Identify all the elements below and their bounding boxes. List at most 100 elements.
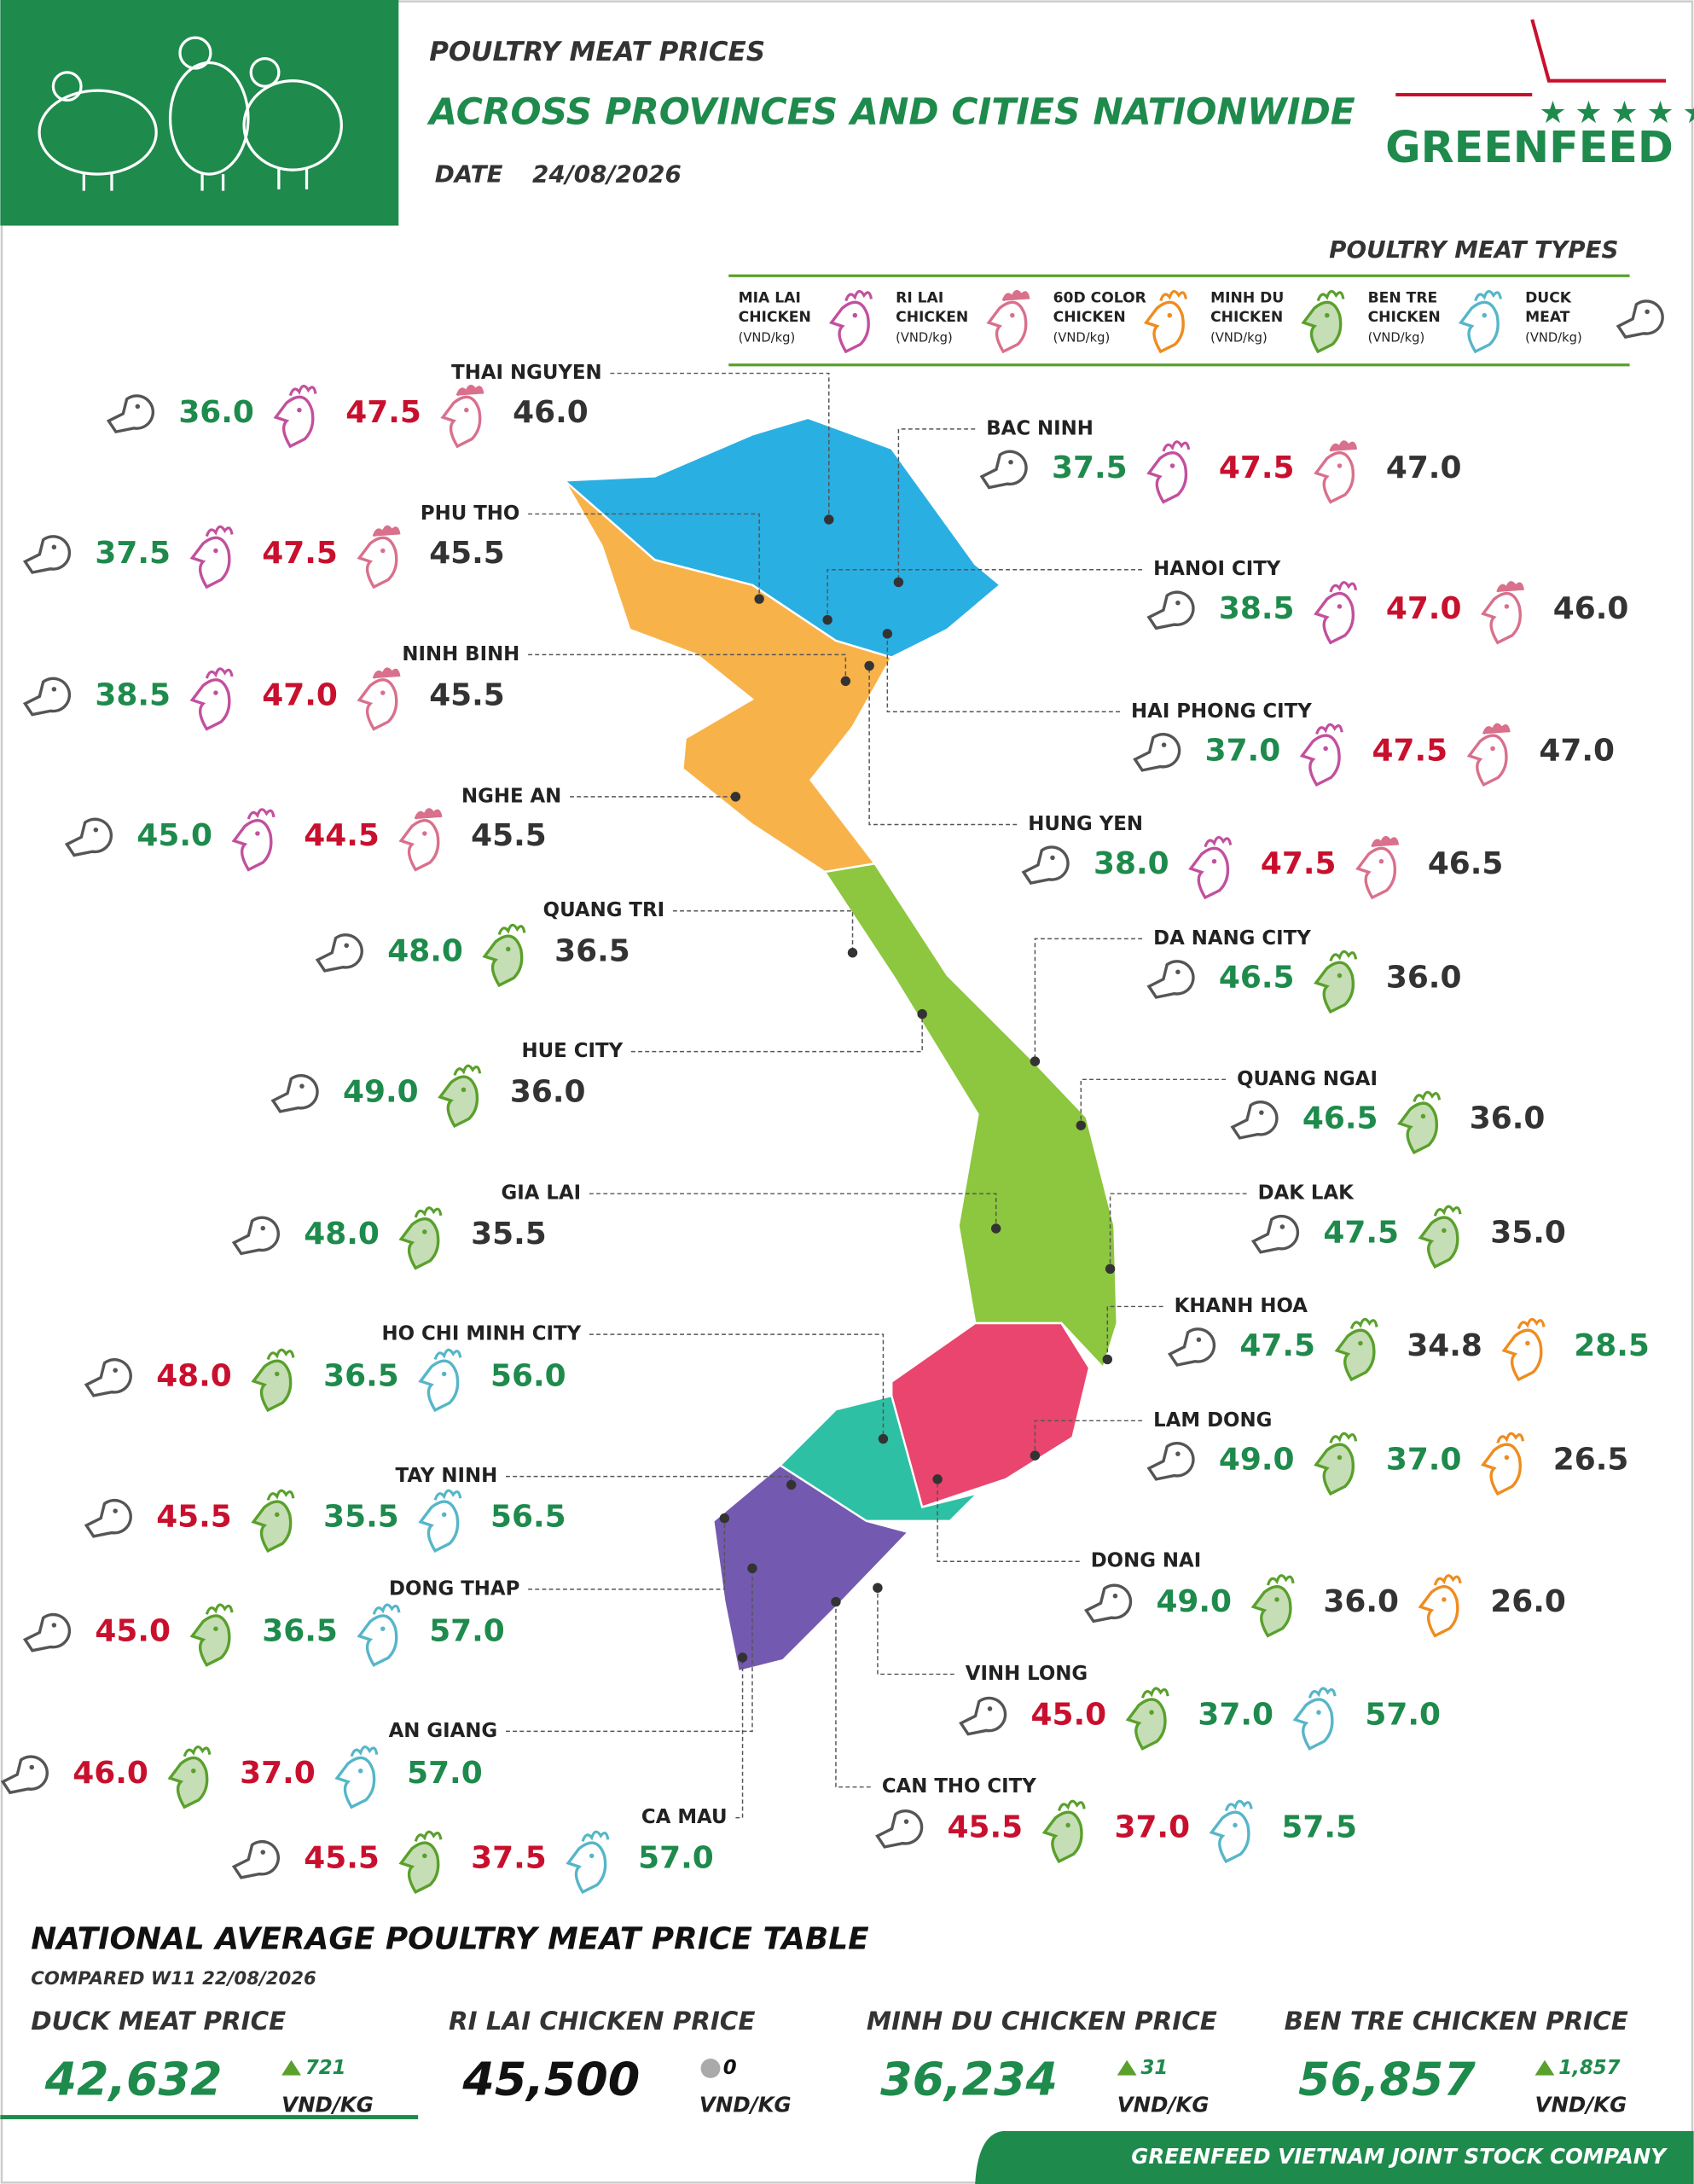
- meat-icon: [22, 677, 72, 717]
- comb: [1316, 289, 1345, 302]
- comb: [844, 289, 873, 302]
- comb: [1474, 289, 1502, 302]
- price: 45.0: [136, 818, 212, 853]
- price: 35.5: [471, 1217, 547, 1252]
- meat-icon: [1167, 1327, 1216, 1367]
- head: [482, 934, 524, 988]
- meat-icon: [398, 808, 443, 872]
- eye: [589, 1853, 595, 1859]
- head: [357, 678, 398, 731]
- eye: [1378, 858, 1384, 864]
- leader-line: [528, 513, 760, 600]
- legend-name: MIA LAI: [739, 289, 801, 306]
- head: [1041, 1810, 1083, 1864]
- comb: [1224, 1799, 1253, 1811]
- province-name: CAN THO CITY: [882, 1775, 1036, 1798]
- head: [1466, 734, 1508, 787]
- meat-icon: [1250, 1574, 1295, 1638]
- eye: [1504, 604, 1510, 609]
- meat-icon: [251, 1489, 295, 1554]
- chicken-art: [38, 36, 343, 191]
- meat-icon: [398, 1830, 443, 1895]
- price: 49.0: [1219, 1443, 1295, 1478]
- province-name: LAM DONG: [1153, 1409, 1272, 1432]
- province-name: BAC NINH: [986, 417, 1094, 439]
- province-dot: [882, 629, 893, 639]
- comb: [1266, 1574, 1295, 1586]
- meat-icon: [979, 450, 1028, 490]
- eye: [441, 1512, 447, 1518]
- average-value: 45,500: [461, 2052, 640, 2106]
- meat-icon: [357, 1603, 401, 1667]
- price: 56.0: [490, 1359, 566, 1394]
- province-dot: [917, 1008, 927, 1019]
- price: 45.5: [304, 1841, 380, 1876]
- meat-icon: [1314, 581, 1358, 645]
- head: [418, 1359, 460, 1413]
- price: 48.0: [387, 934, 463, 969]
- eye: [51, 687, 57, 692]
- meat-icon: [875, 1809, 924, 1849]
- eye: [380, 1626, 386, 1631]
- eye: [213, 690, 218, 695]
- comb: [183, 1745, 212, 1757]
- eye: [1196, 1337, 1202, 1343]
- comb: [1162, 440, 1191, 452]
- eye: [29, 1764, 35, 1770]
- head: [1501, 1328, 1543, 1382]
- legend-name: CHICKEN: [739, 309, 811, 326]
- price: 26.5: [1553, 1443, 1629, 1478]
- eye: [422, 1229, 427, 1234]
- eye: [213, 548, 218, 554]
- price: 47.5: [262, 536, 338, 571]
- meat-icon: [1314, 440, 1358, 504]
- leader-line: [868, 665, 1018, 826]
- meat-icon: [251, 1348, 295, 1413]
- eye: [274, 1512, 280, 1518]
- meat-icon: [231, 1216, 280, 1256]
- average-unit: VND/KG: [1535, 2093, 1627, 2117]
- comb: [1413, 1090, 1442, 1102]
- legend-name: DUCK: [1525, 289, 1572, 306]
- price: 46.0: [73, 1756, 148, 1791]
- leader-line: [505, 1475, 792, 1485]
- eye: [1420, 1113, 1426, 1119]
- eye: [113, 1508, 118, 1513]
- meat-icon: [231, 1840, 280, 1879]
- legend-name: CHICKEN: [1368, 309, 1441, 326]
- logo-mark: ★★★★★: [1395, 19, 1694, 131]
- head: [1125, 1698, 1167, 1751]
- eye: [422, 831, 427, 836]
- eye: [344, 943, 349, 949]
- province-dot: [864, 660, 874, 671]
- eye: [51, 544, 57, 550]
- head: [1314, 591, 1355, 645]
- average-title: BEN TRE CHICKEN PRICE: [1285, 2007, 1628, 2036]
- price: 46.5: [1428, 846, 1504, 881]
- price: 45.5: [948, 1810, 1024, 1845]
- legend-unit: (VND/kg): [1525, 331, 1582, 346]
- head: [357, 1614, 398, 1667]
- average-unit: VND/KG: [699, 2093, 792, 2117]
- meat-icon: [273, 384, 317, 449]
- leader-line: [1080, 1078, 1227, 1126]
- head: [1481, 591, 1523, 645]
- province-dot: [873, 1583, 883, 1593]
- meat-icon: [1299, 723, 1343, 787]
- comb: [1371, 835, 1400, 848]
- province-name: DA NANG CITY: [1153, 927, 1311, 950]
- comb: [266, 1489, 295, 1501]
- eye: [1161, 742, 1167, 747]
- head: [1292, 1698, 1334, 1751]
- province-dot: [1076, 1120, 1086, 1130]
- price: 37.5: [471, 1841, 547, 1876]
- duck-head: [1021, 845, 1070, 885]
- comb: [372, 667, 401, 679]
- comb: [1349, 1317, 1378, 1330]
- price: 46.5: [1302, 1101, 1378, 1136]
- leader-line: [1034, 1420, 1143, 1456]
- average-value: 36,234: [880, 2052, 1058, 2106]
- eye: [1175, 1451, 1181, 1456]
- price: 45.5: [471, 818, 547, 853]
